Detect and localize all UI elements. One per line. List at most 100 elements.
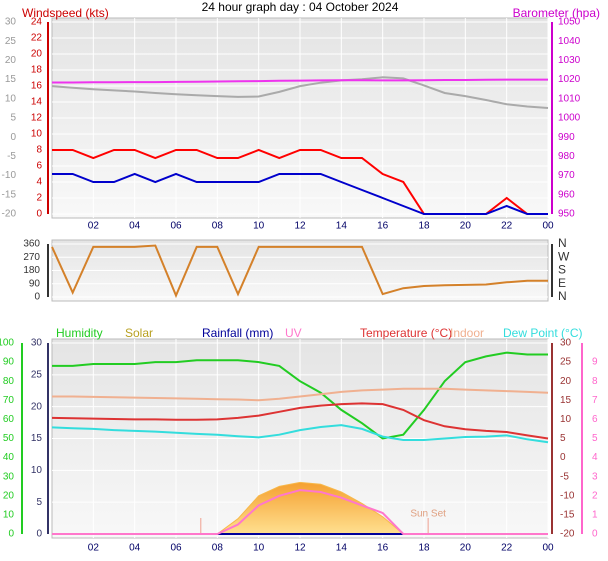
y-tick-label: 80 <box>3 376 15 387</box>
y-tick-label: -5 <box>7 151 16 162</box>
x-tick-label: 14 <box>336 221 348 232</box>
y-tick-label: -5 <box>560 471 569 482</box>
y-tick-label: 5 <box>10 113 16 124</box>
y-tick-label: 0 <box>592 529 598 540</box>
x-tick-label: 02 <box>88 543 100 554</box>
line <box>52 489 548 535</box>
x-tick-label: 16 <box>377 543 389 554</box>
y-tick-label: 15 <box>560 395 572 406</box>
y-tick-label: 970 <box>558 170 575 181</box>
y-tick-label: 15 <box>5 74 17 85</box>
y-tick-label: 0 <box>34 292 40 303</box>
x-tick-label: 14 <box>336 543 348 554</box>
y-tick-label: 1050 <box>558 17 581 28</box>
y-tick-label: 950 <box>558 209 575 220</box>
x-tick-label: 18 <box>418 221 430 232</box>
y-tick-label: 0 <box>560 452 566 463</box>
annotation: Sun Set <box>410 509 446 520</box>
y-tick-label: -10 <box>2 170 17 181</box>
x-tick-label: 08 <box>212 543 224 554</box>
y-tick-label: 90 <box>29 278 41 289</box>
y-tick-label: 15 <box>31 433 43 444</box>
y-tick-label: 30 <box>5 17 17 28</box>
x-tick-label: 08 <box>212 221 224 232</box>
y-tick-label: 30 <box>31 338 43 349</box>
y-tick-label: 18 <box>31 65 43 76</box>
y-tick-label: 8 <box>592 376 598 387</box>
axis-title: Windspeed (kts) <box>22 6 109 20</box>
y-tick-label: 70 <box>3 395 15 406</box>
line <box>51 244 548 299</box>
y-tick-label: 20 <box>3 490 15 501</box>
line <box>51 402 549 440</box>
y-tick-label: 0 <box>8 529 14 540</box>
legend-label: Dew Point (°C) <box>503 326 582 340</box>
y-tick-label: 25 <box>5 36 17 47</box>
y-tick-label: 10 <box>5 93 17 104</box>
y-tick-label: 7 <box>592 395 598 406</box>
x-tick-label: 16 <box>377 221 389 232</box>
x-tick-label: 12 <box>294 221 306 232</box>
legend-label: Solar <box>125 326 153 340</box>
y-tick-label: 5 <box>36 497 42 508</box>
x-tick-label: 20 <box>460 543 472 554</box>
y-tick-label: 10 <box>560 414 572 425</box>
y-tick-label: 4 <box>36 177 42 188</box>
y-tick-label: 60 <box>3 414 15 425</box>
y-tick-label: 4 <box>592 452 598 463</box>
x-tick-label: 10 <box>253 543 265 554</box>
y-tick-label: 30 <box>3 471 15 482</box>
y-tick-label: 270 <box>23 252 40 263</box>
line <box>52 387 549 402</box>
x-tick-label: 18 <box>418 543 430 554</box>
x-tick-label: 22 <box>501 543 513 554</box>
y-tick-label: 1020 <box>558 74 581 85</box>
y-tick-label: 1030 <box>558 55 581 66</box>
chart-title: 24 hour graph day : 04 October 2024 <box>202 0 399 14</box>
y-tick-label: W <box>558 249 570 263</box>
legend-label: Indoor <box>450 326 484 340</box>
y-tick-label: 10 <box>3 510 15 521</box>
y-tick-label: 1000 <box>558 113 581 124</box>
line <box>52 78 548 84</box>
y-tick-label: 9 <box>592 357 598 368</box>
y-tick-label: 20 <box>31 49 43 60</box>
y-tick-label: 0 <box>10 132 16 143</box>
y-tick-label: 90 <box>3 357 15 368</box>
x-tick-label: 06 <box>170 221 182 232</box>
x-tick-label: 10 <box>253 221 265 232</box>
y-tick-label: -15 <box>560 510 575 521</box>
y-tick-label: 14 <box>31 97 43 108</box>
y-tick-label: 1010 <box>558 93 581 104</box>
y-tick-label: 25 <box>31 369 43 380</box>
y-tick-label: 8 <box>36 145 42 156</box>
y-tick-label: 960 <box>558 189 575 200</box>
y-tick-label: 1040 <box>558 36 581 47</box>
line <box>51 424 549 444</box>
y-tick-label: 20 <box>560 376 572 387</box>
y-tick-label: E <box>558 276 566 290</box>
y-tick-label: -10 <box>560 490 575 501</box>
legend-label: Humidity <box>56 326 103 340</box>
y-tick-label: 25 <box>560 357 572 368</box>
legend-label: Temperature (°C) <box>360 326 452 340</box>
y-tick-label: -20 <box>2 209 17 220</box>
y-tick-label: 1 <box>592 510 598 521</box>
y-tick-label: 0 <box>36 529 42 540</box>
x-tick-label: 12 <box>294 543 306 554</box>
line <box>52 172 548 215</box>
y-tick-label: 3 <box>592 471 598 482</box>
y-tick-label: 2 <box>592 490 598 501</box>
legend-label: Rainfall (mm) <box>202 326 273 340</box>
x-tick-label: 02 <box>88 221 100 232</box>
y-tick-label: 22 <box>31 33 43 44</box>
x-tick-label: 00 <box>542 543 554 554</box>
y-tick-label: 5 <box>560 433 566 444</box>
axis-title: Barometer (hpa) <box>513 6 600 20</box>
y-tick-label: 30 <box>560 338 572 349</box>
y-tick-label: 5 <box>592 433 598 444</box>
line <box>51 76 549 109</box>
y-tick-label: N <box>558 289 567 303</box>
y-tick-label: -20 <box>560 529 575 540</box>
y-tick-label: 10 <box>31 129 43 140</box>
